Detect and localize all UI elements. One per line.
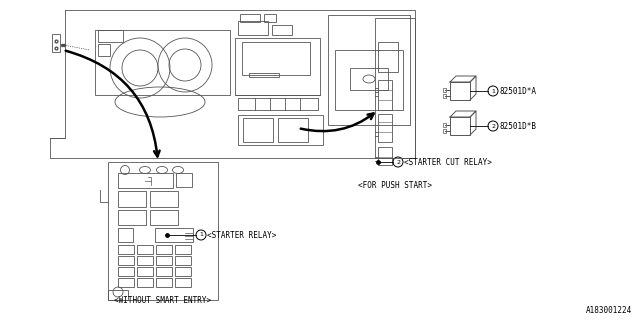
Bar [150, 191, 178, 207]
Bar [378, 42, 398, 72]
Text: A183001224: A183001224 [586, 306, 632, 315]
Bar [240, 14, 260, 22]
Bar [155, 228, 193, 242]
Bar [108, 290, 128, 300]
Bar [52, 34, 60, 52]
Text: <FOR PUSH START>: <FOR PUSH START> [358, 181, 432, 190]
Text: 1: 1 [199, 233, 203, 237]
Bar [137, 256, 153, 265]
Bar [278, 118, 308, 142]
Bar [238, 21, 268, 35]
Bar [118, 210, 146, 225]
Text: 82501D*A: 82501D*A [499, 86, 536, 95]
Bar [176, 173, 192, 187]
Bar [272, 25, 292, 35]
Bar [175, 267, 191, 276]
Bar [238, 98, 318, 110]
Bar [238, 115, 323, 145]
Bar [443, 129, 446, 133]
Bar [242, 42, 310, 75]
Bar [118, 256, 134, 265]
Bar [95, 30, 230, 95]
Bar [264, 14, 276, 22]
Circle shape [488, 121, 498, 131]
Text: 1: 1 [491, 89, 495, 93]
Bar [175, 278, 191, 287]
Bar [118, 245, 134, 254]
Bar [150, 210, 178, 225]
Bar [378, 147, 392, 165]
Bar [156, 245, 172, 254]
Bar [235, 38, 320, 95]
Bar [450, 117, 470, 135]
Text: 2: 2 [396, 159, 400, 164]
Bar [118, 173, 173, 188]
Bar [249, 73, 279, 77]
Bar [175, 256, 191, 265]
Bar [118, 191, 146, 207]
Bar [443, 88, 446, 92]
Bar [175, 245, 191, 254]
Bar [443, 123, 446, 127]
Bar [118, 267, 134, 276]
Bar [156, 256, 172, 265]
Text: <WITHOUT SMART ENTRY>: <WITHOUT SMART ENTRY> [115, 296, 212, 305]
Text: 2: 2 [491, 124, 495, 129]
Bar [450, 82, 470, 100]
Bar [335, 50, 403, 110]
Bar [137, 245, 153, 254]
Circle shape [488, 86, 498, 96]
Text: 82501D*B: 82501D*B [499, 122, 536, 131]
Bar [137, 278, 153, 287]
Bar [350, 68, 388, 90]
Circle shape [196, 230, 206, 240]
Text: <STARTER CUT RELAY>: <STARTER CUT RELAY> [404, 157, 492, 166]
Bar [98, 44, 110, 56]
Bar [156, 278, 172, 287]
Bar [328, 15, 410, 125]
Bar [243, 118, 273, 142]
Bar [118, 228, 133, 242]
Bar [378, 80, 392, 110]
Bar [137, 267, 153, 276]
Circle shape [393, 157, 403, 167]
Text: <STARTER RELAY>: <STARTER RELAY> [207, 230, 276, 239]
Bar [378, 114, 392, 142]
Bar [443, 94, 446, 98]
Bar [108, 162, 218, 300]
Bar [375, 18, 415, 158]
Bar [118, 278, 134, 287]
Bar [156, 267, 172, 276]
Bar [98, 30, 123, 42]
